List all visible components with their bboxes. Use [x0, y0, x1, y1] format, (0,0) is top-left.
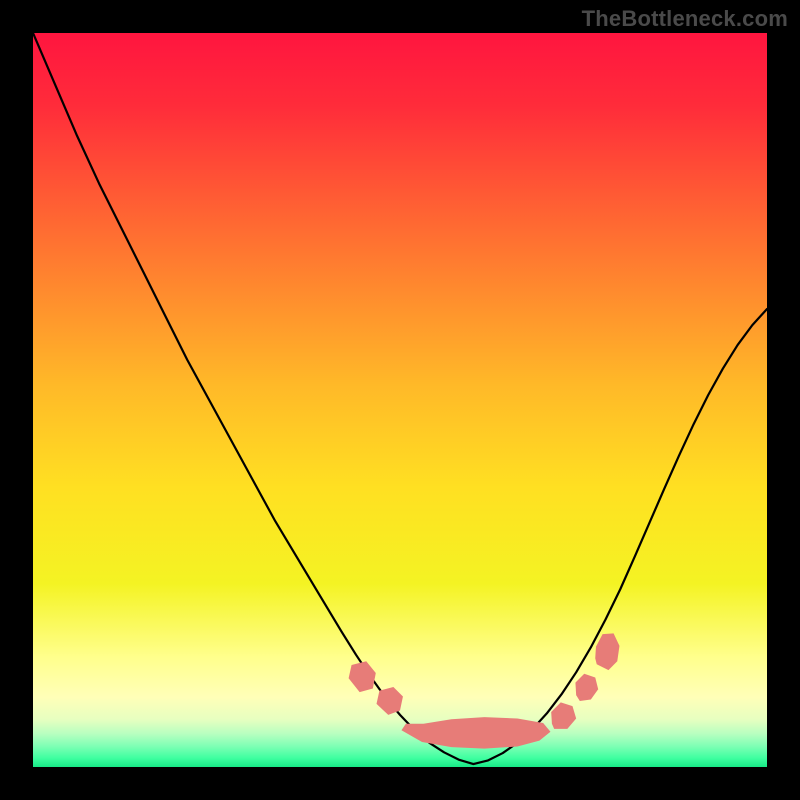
watermark-text: TheBottleneck.com [582, 6, 788, 32]
bottleneck-chart [0, 0, 800, 800]
chart-background [33, 33, 767, 767]
chart-stage: TheBottleneck.com [0, 0, 800, 800]
